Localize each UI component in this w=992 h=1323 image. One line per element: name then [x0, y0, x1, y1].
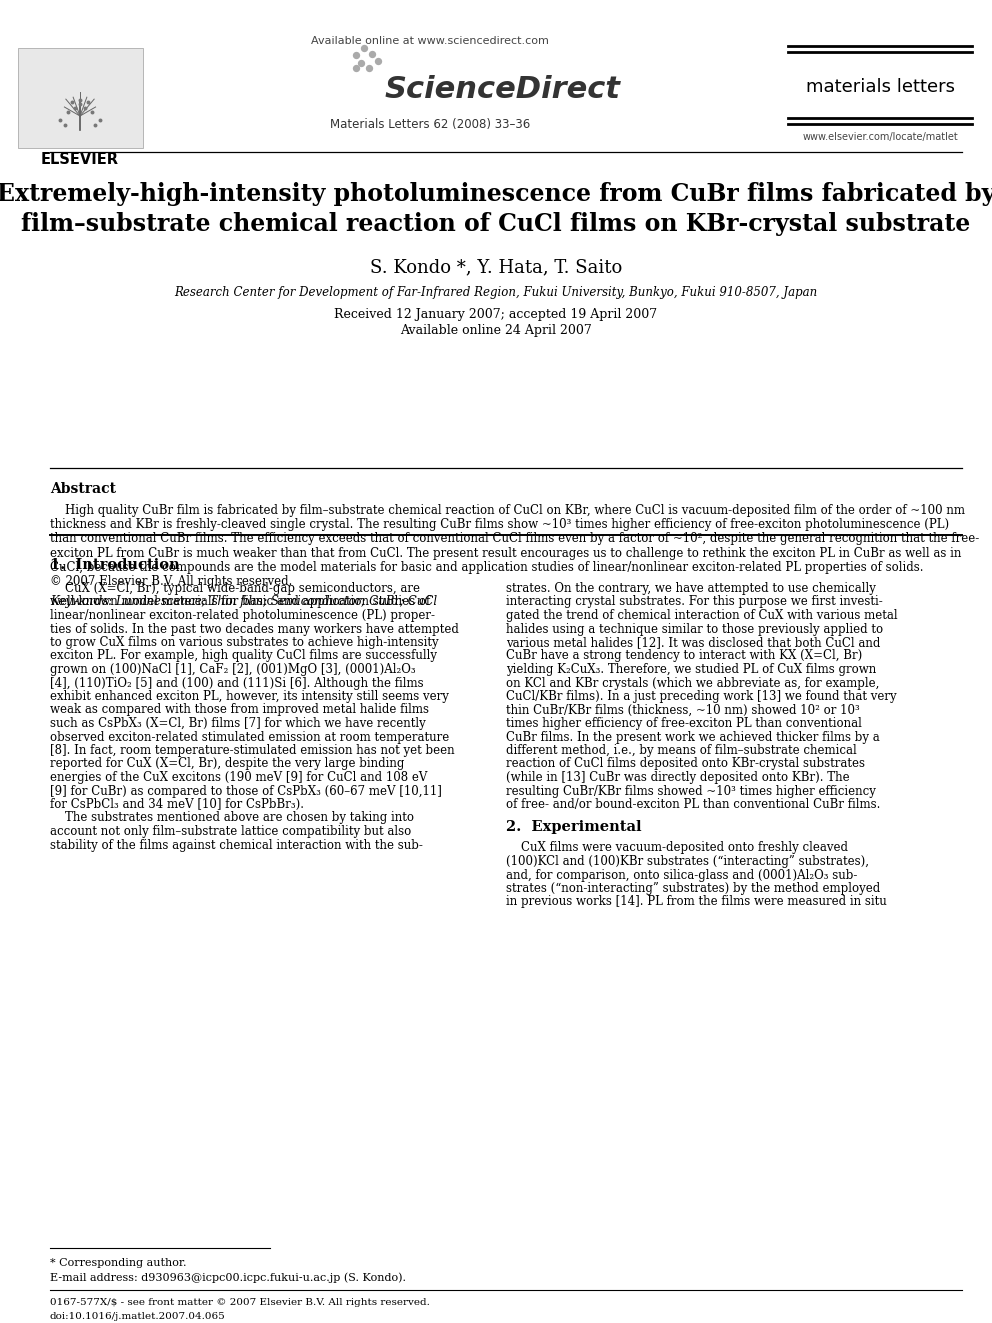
Text: linear/nonlinear exciton-related photoluminescence (PL) proper-: linear/nonlinear exciton-related photolu… [50, 609, 435, 622]
Text: strates (“non-interacting” substrates) by the method employed: strates (“non-interacting” substrates) b… [506, 882, 880, 894]
Text: of free- and/or bound-exciton PL than conventional CuBr films.: of free- and/or bound-exciton PL than co… [506, 798, 880, 811]
Text: times higher efficiency of free-exciton PL than conventional: times higher efficiency of free-exciton … [506, 717, 862, 730]
Text: interacting crystal substrates. For this purpose we first investi-: interacting crystal substrates. For this… [506, 595, 883, 609]
Text: E-mail address: d930963@icpc00.icpc.fukui-u.ac.jp (S. Kondo).: E-mail address: d930963@icpc00.icpc.fuku… [50, 1271, 406, 1282]
Text: (100)KCl and (100)KBr substrates (“interacting” substrates),: (100)KCl and (100)KBr substrates (“inter… [506, 855, 869, 868]
Text: resulting CuBr/KBr films showed ~10³ times higher efficiency: resulting CuBr/KBr films showed ~10³ tim… [506, 785, 876, 798]
Text: Keywords: Luminescence; Thin film; Semiconductor; CuBr; CuCl: Keywords: Luminescence; Thin film; Semic… [50, 595, 437, 609]
Text: account not only film–substrate lattice compatibility but also: account not only film–substrate lattice … [50, 826, 412, 837]
Point [72, 90, 88, 111]
Text: thickness and KBr is freshly-cleaved single crystal. The resulting CuBr films sh: thickness and KBr is freshly-cleaved sin… [50, 519, 949, 532]
Text: www.elsevier.com/locate/matlet: www.elsevier.com/locate/matlet [803, 132, 958, 142]
Text: materials letters: materials letters [806, 78, 954, 97]
Text: [4], (110)TiO₂ [5] and (100) and (111)Si [6]. Although the films: [4], (110)TiO₂ [5] and (100) and (111)Si… [50, 676, 424, 689]
Text: ELSEVIER: ELSEVIER [41, 152, 119, 167]
Text: exhibit enhanced exciton PL, however, its intensity still seems very: exhibit enhanced exciton PL, however, it… [50, 691, 448, 703]
Text: Research Center for Development of Far-Infrared Region, Fukui University, Bunkyo: Research Center for Development of Far-I… [175, 286, 817, 299]
Point [353, 53, 369, 74]
Text: S. Kondo *, Y. Hata, T. Saito: S. Kondo *, Y. Hata, T. Saito [370, 258, 622, 277]
Text: 0167-577X/$ - see front matter © 2007 Elsevier B.V. All rights reserved.: 0167-577X/$ - see front matter © 2007 El… [50, 1298, 430, 1307]
Text: CuX (X=Cl, Br), typical wide-band-gap semiconductors, are: CuX (X=Cl, Br), typical wide-band-gap se… [50, 582, 420, 595]
Text: and, for comparison, onto silica-glass and (0001)Al₂O₃ sub-: and, for comparison, onto silica-glass a… [506, 868, 857, 881]
Text: 2.  Experimental: 2. Experimental [506, 819, 642, 833]
Point [64, 91, 80, 112]
Bar [18, 48, 143, 148]
Text: in previous works [14]. PL from the films were measured in situ: in previous works [14]. PL from the film… [506, 896, 887, 909]
Point [52, 110, 67, 131]
Point [92, 110, 108, 131]
Point [67, 98, 83, 119]
Text: thin CuBr/KBr films (thickness, ~10 nm) showed 10² or 10³: thin CuBr/KBr films (thickness, ~10 nm) … [506, 704, 860, 717]
Text: exciton PL. For example, high quality CuCl films are successfully: exciton PL. For example, high quality Cu… [50, 650, 437, 663]
Text: well-known model materials for basic and application studies of: well-known model materials for basic and… [50, 595, 431, 609]
Text: Available online 24 April 2007: Available online 24 April 2007 [400, 324, 592, 337]
Text: grown on (100)NaCl [1], CaF₂ [2], (001)MgO [3], (0001)Al₂O₃: grown on (100)NaCl [1], CaF₂ [2], (001)M… [50, 663, 416, 676]
Text: High quality CuBr film is fabricated by film–substrate chemical reaction of CuCl: High quality CuBr film is fabricated by … [50, 504, 965, 517]
Text: Abstract: Abstract [50, 482, 116, 496]
Point [361, 57, 377, 78]
Text: * Corresponding author.: * Corresponding author. [50, 1258, 186, 1267]
Point [77, 98, 93, 119]
Text: film–substrate chemical reaction of CuCl films on KBr-crystal substrate: film–substrate chemical reaction of CuCl… [22, 212, 970, 235]
Text: Materials Letters 62 (2008) 33–36: Materials Letters 62 (2008) 33–36 [330, 118, 530, 131]
Point [348, 57, 364, 78]
Point [72, 94, 88, 115]
Text: ScienceDirect: ScienceDirect [385, 75, 621, 105]
Text: exciton PL from CuBr is much weaker than that from CuCl. The present result enco: exciton PL from CuBr is much weaker than… [50, 546, 961, 560]
Text: to grow CuX films on various substrates to achieve high-intensity: to grow CuX films on various substrates … [50, 636, 438, 650]
Point [348, 45, 364, 66]
Point [58, 114, 73, 135]
Text: © 2007 Elsevier B.V. All rights reserved.: © 2007 Elsevier B.V. All rights reserved… [50, 576, 293, 587]
Text: 1.  Introduction: 1. Introduction [50, 558, 180, 572]
Text: [9] for CuBr) as compared to those of CsPbX₃ (60–67 meV [10,11]: [9] for CuBr) as compared to those of Cs… [50, 785, 441, 798]
Point [87, 114, 103, 135]
Text: CuX films were vacuum-deposited onto freshly cleaved: CuX films were vacuum-deposited onto fre… [506, 841, 848, 855]
Text: Extremely-high-intensity photoluminescence from CuBr films fabricated by: Extremely-high-intensity photoluminescen… [0, 183, 992, 206]
Text: than conventional CuBr films. The efficiency exceeds that of conventional CuCl f: than conventional CuBr films. The effici… [50, 532, 979, 545]
Text: CuBr films. In the present work we achieved thicker films by a: CuBr films. In the present work we achie… [506, 730, 880, 744]
Text: [8]. In fact, room temperature-stimulated emission has not yet been: [8]. In fact, room temperature-stimulate… [50, 744, 454, 757]
Text: yielding K₂CuX₃. Therefore, we studied PL of CuX films grown: yielding K₂CuX₃. Therefore, we studied P… [506, 663, 876, 676]
Text: reported for CuX (X=Cl, Br), despite the very large binding: reported for CuX (X=Cl, Br), despite the… [50, 758, 405, 770]
Text: doi:10.1016/j.matlet.2007.04.065: doi:10.1016/j.matlet.2007.04.065 [50, 1312, 226, 1320]
Text: on KCl and KBr crystals (which we abbreviate as, for example,: on KCl and KBr crystals (which we abbrev… [506, 676, 879, 689]
Text: different method, i.e., by means of film–substrate chemical: different method, i.e., by means of film… [506, 744, 857, 757]
Text: halides using a technique similar to those previously applied to: halides using a technique similar to tho… [506, 623, 883, 635]
Text: strates. On the contrary, we have attempted to use chemically: strates. On the contrary, we have attemp… [506, 582, 876, 595]
Text: weak as compared with those from improved metal halide films: weak as compared with those from improve… [50, 704, 429, 717]
Point [370, 50, 386, 71]
Text: CuBr have a strong tendency to interact with KX (X=Cl, Br): CuBr have a strong tendency to interact … [506, 650, 862, 663]
Text: Received 12 January 2007; accepted 19 April 2007: Received 12 January 2007; accepted 19 Ap… [334, 308, 658, 321]
Text: such as CsPbX₃ (X=Cl, Br) films [7] for which we have recently: such as CsPbX₃ (X=Cl, Br) films [7] for … [50, 717, 426, 730]
Text: (while in [13] CuBr was directly deposited onto KBr). The: (while in [13] CuBr was directly deposit… [506, 771, 849, 785]
Text: CuCl, because the compounds are the model materials for basic and application st: CuCl, because the compounds are the mode… [50, 561, 924, 574]
Text: The substrates mentioned above are chosen by taking into: The substrates mentioned above are chose… [50, 811, 414, 824]
Text: energies of the CuX excitons (190 meV [9] for CuCl and 108 eV: energies of the CuX excitons (190 meV [9… [50, 771, 428, 785]
Text: various metal halides [12]. It was disclosed that both CuCl and: various metal halides [12]. It was discl… [506, 636, 880, 650]
Point [364, 44, 380, 65]
Text: ties of solids. In the past two decades many workers have attempted: ties of solids. In the past two decades … [50, 623, 459, 635]
Text: reaction of CuCl films deposited onto KBr-crystal substrates: reaction of CuCl films deposited onto KB… [506, 758, 865, 770]
Point [356, 37, 372, 58]
Text: stability of the films against chemical interaction with the sub-: stability of the films against chemical … [50, 839, 423, 852]
Point [61, 102, 76, 123]
Text: observed exciton-related stimulated emission at room temperature: observed exciton-related stimulated emis… [50, 730, 449, 744]
Point [80, 91, 96, 112]
Point [84, 102, 100, 123]
Text: CuCl/KBr films). In a just preceding work [13] we found that very: CuCl/KBr films). In a just preceding wor… [506, 691, 897, 703]
Text: gated the trend of chemical interaction of CuX with various metal: gated the trend of chemical interaction … [506, 609, 898, 622]
Text: for CsPbCl₃ and 34 meV [10] for CsPbBr₃).: for CsPbCl₃ and 34 meV [10] for CsPbBr₃)… [50, 798, 304, 811]
Text: Available online at www.sciencedirect.com: Available online at www.sciencedirect.co… [311, 36, 549, 46]
